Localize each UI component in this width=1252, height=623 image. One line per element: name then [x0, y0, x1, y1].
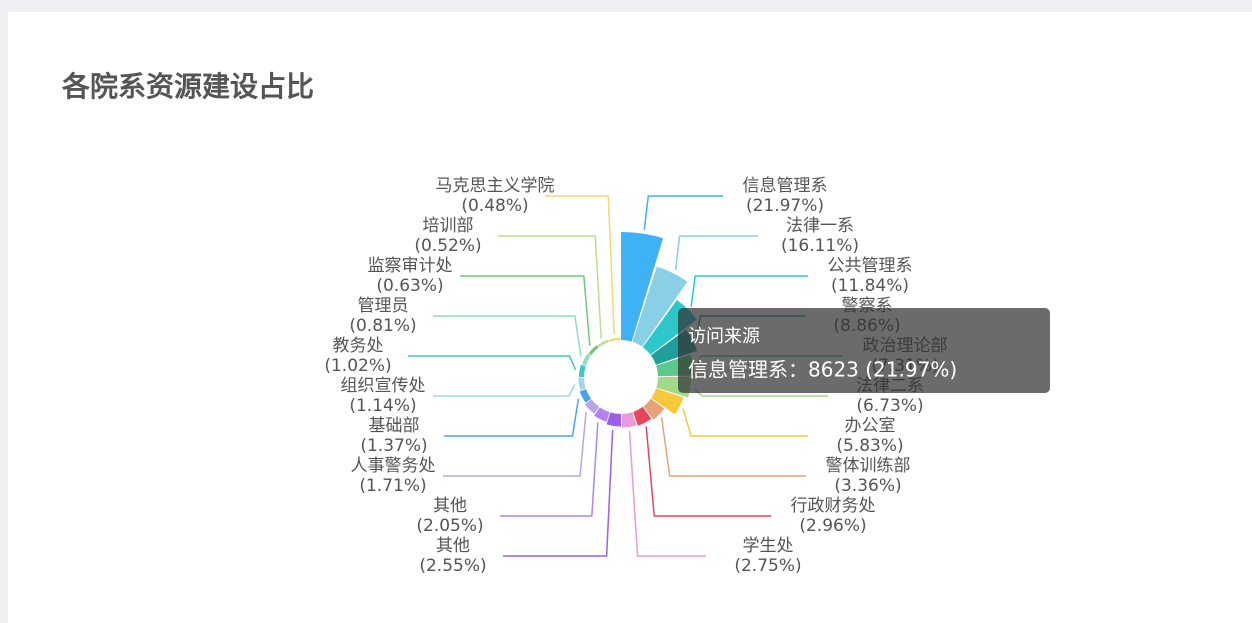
slice-label: 行政财务处 [791, 496, 876, 516]
slice-value-label: (6.73%) [856, 396, 923, 416]
leader-line [443, 411, 587, 477]
leader-line [545, 195, 615, 335]
slice-label: 法律一系 [786, 216, 854, 236]
leader-line [690, 275, 808, 307]
slice-label: 公共管理系 [828, 256, 913, 276]
slice-label: 培训部 [423, 216, 474, 236]
slice-value-label: (21.97%) [746, 196, 824, 216]
rose-slice [621, 232, 664, 342]
leader-line [433, 383, 576, 397]
slice-label: 管理员 [358, 296, 409, 316]
rose-slice [608, 337, 621, 342]
slice-value-label: (2.75%) [734, 556, 801, 576]
slice-value-label: (0.52%) [414, 236, 481, 256]
slice-value-label: (3.36%) [834, 476, 901, 496]
slice-label: 信息管理系 [743, 176, 828, 196]
slice-label: 教务处 [333, 336, 384, 356]
slice-label: 人事警务处 [351, 456, 436, 476]
slice-label: 其他 [436, 536, 470, 556]
rose-slice [632, 266, 688, 347]
slice-value-label: (0.48%) [461, 196, 528, 216]
leader-line [408, 355, 577, 371]
rose-slice [582, 353, 591, 366]
slice-value-label: (16.11%) [781, 236, 859, 256]
leader-line [444, 398, 580, 437]
leader-line [500, 422, 599, 517]
rose-slice [584, 399, 600, 414]
leader-line [498, 235, 602, 339]
slice-label: 马克思主义学院 [436, 176, 555, 196]
rose-slice [597, 339, 609, 348]
leader-line [433, 315, 582, 357]
slice-value-label: (2.55%) [419, 556, 486, 576]
chart-title: 各院系资源建设占比 [61, 70, 314, 103]
rose-slice [633, 406, 652, 426]
slice-label: 组织宣传处 [341, 376, 426, 396]
slice-value-label: (1.71%) [359, 476, 426, 496]
rose-slice [651, 388, 684, 415]
rose-slice [578, 364, 586, 377]
slice-value-label: (0.63%) [376, 276, 443, 296]
slice-value-label: (5.83%) [836, 436, 903, 456]
leader-line [643, 195, 723, 230]
slice-label: 监察审计处 [368, 256, 453, 276]
tooltip-title: 访问来源 [688, 326, 760, 347]
leader-line [628, 430, 706, 557]
slice-label: 基础部 [369, 416, 420, 436]
leader-line [674, 235, 758, 270]
leader-line [645, 426, 771, 517]
rose-slice [579, 389, 592, 403]
slice-value-label: (0.81%) [349, 316, 416, 336]
leader-line [660, 417, 806, 477]
slice-label: 其他 [433, 496, 467, 516]
rose-slice [606, 412, 621, 427]
leader-line [503, 429, 614, 557]
slice-label: 办公室 [845, 416, 896, 436]
slice-value-label: (2.05%) [416, 516, 483, 536]
slice-value-label: (1.14%) [349, 396, 416, 416]
slice-label: 警体训练部 [826, 456, 911, 476]
leader-line [682, 408, 808, 437]
slice-label: 学生处 [743, 536, 794, 556]
slice-value-label: (1.02%) [324, 356, 391, 376]
slice-value-label: (1.37%) [360, 436, 427, 456]
slice-value-label: (11.84%) [831, 276, 909, 296]
rose-slice [594, 407, 610, 422]
leader-line [460, 275, 591, 346]
tooltip-text: 信息管理系：8623 (21.97%) [688, 358, 957, 382]
tooltip-box [678, 308, 1050, 393]
rose-slice [578, 377, 586, 391]
slice-value-label: (2.96%) [799, 516, 866, 536]
rose-slice [588, 345, 599, 356]
rose-slice [643, 398, 665, 420]
rose-slice [621, 412, 637, 428]
